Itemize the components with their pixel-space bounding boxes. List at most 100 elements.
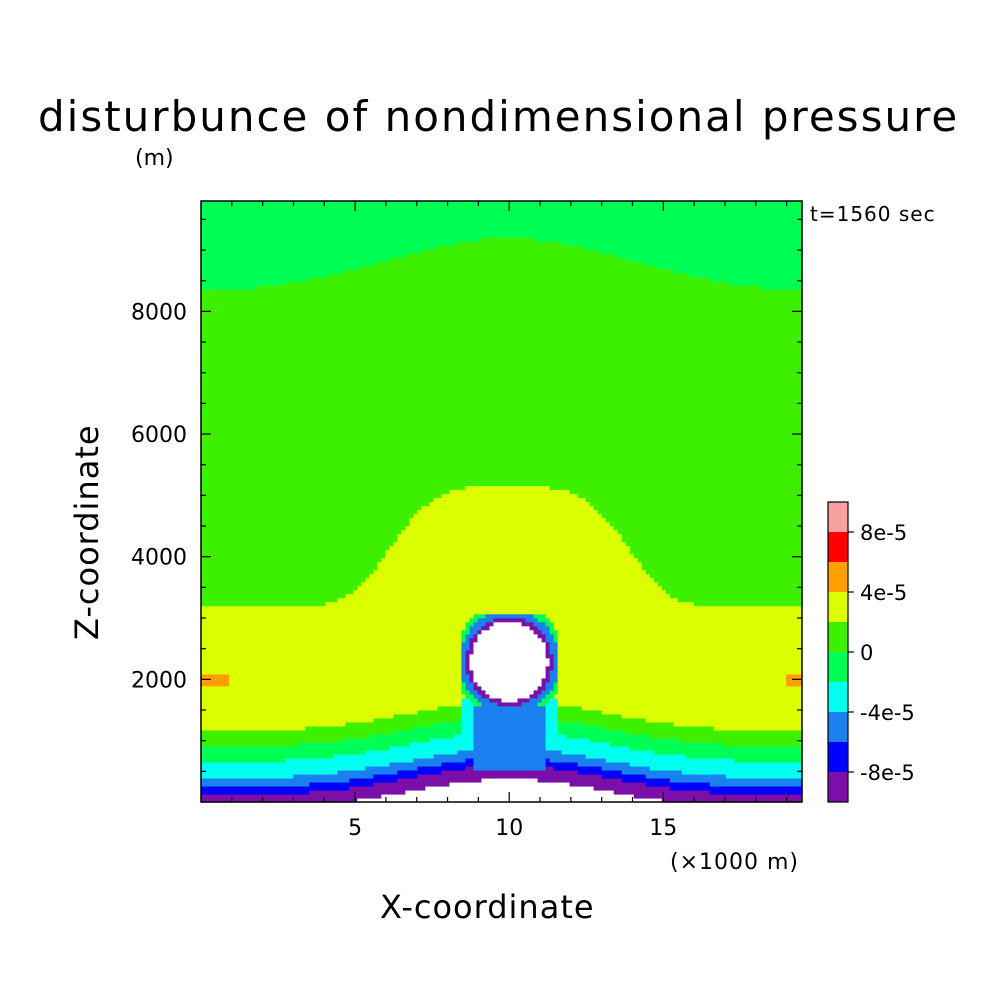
contour-cell xyxy=(457,749,563,755)
contour-cell xyxy=(609,521,803,527)
contour-cell xyxy=(337,597,679,603)
contour-cell xyxy=(549,641,559,647)
contour-cell xyxy=(661,797,803,803)
contour-cell xyxy=(645,773,727,779)
contour-cell xyxy=(557,645,803,651)
contour-cell xyxy=(481,629,535,635)
contour-cell xyxy=(733,757,803,763)
contour-cell xyxy=(201,289,803,294)
contour-cell xyxy=(201,461,803,467)
contour-cell xyxy=(373,717,459,723)
contour-cell xyxy=(201,637,463,643)
contour-cell xyxy=(201,417,803,422)
colorbar-tick-label: 4e-5 xyxy=(860,581,907,605)
contour-cell xyxy=(473,745,547,751)
contour-cell xyxy=(477,689,487,695)
contour-cell xyxy=(465,485,551,491)
contour-cell xyxy=(457,241,563,246)
contour-cell xyxy=(581,245,803,250)
colorbar: -8e-5 -4e-5 0 4e-5 8e-5 xyxy=(827,501,915,803)
contour-cell xyxy=(201,669,463,675)
contour-cell xyxy=(629,761,803,767)
contour-cell xyxy=(469,657,551,663)
contour-cell xyxy=(201,785,350,791)
contour-cell xyxy=(725,773,803,779)
contour-cell xyxy=(345,721,434,727)
contour-cell xyxy=(461,629,471,635)
contour-cell xyxy=(433,497,587,503)
contour-cell xyxy=(545,653,555,659)
contour-cell xyxy=(569,781,647,787)
contour-cell xyxy=(533,629,543,635)
contour-cell xyxy=(201,377,803,382)
contour-field xyxy=(201,201,803,803)
contour-cell xyxy=(625,729,803,735)
contour-cell xyxy=(489,693,531,699)
contour-cell xyxy=(665,589,803,595)
time-label: t=1560 sec xyxy=(810,202,936,226)
contour-cell xyxy=(201,469,803,475)
contour-cell xyxy=(201,433,803,438)
contour-cell xyxy=(641,565,803,571)
contour-cell xyxy=(365,765,418,771)
contour-cell xyxy=(365,577,655,583)
contour-cell xyxy=(649,733,803,739)
contour-cell xyxy=(577,769,623,775)
contour-cell xyxy=(473,713,547,719)
contour-cell xyxy=(201,557,382,563)
contour-cell xyxy=(201,285,258,290)
contour-cell xyxy=(465,649,475,655)
contour-cell xyxy=(201,701,463,707)
contour-cell xyxy=(557,677,787,683)
contour-cell xyxy=(473,709,547,715)
contour-cell xyxy=(549,669,559,675)
contour-cell xyxy=(201,477,803,483)
contour-cell xyxy=(477,637,543,643)
contour-cell xyxy=(421,505,595,511)
contour-cell xyxy=(201,337,803,342)
contour-cell xyxy=(201,313,803,318)
contour-cell xyxy=(549,485,803,491)
contour-cell xyxy=(545,633,555,639)
contour-cell xyxy=(201,413,803,418)
contour-cell xyxy=(529,693,539,699)
x-axis-label: X-coordinate xyxy=(380,888,595,926)
contour-cell xyxy=(585,753,687,759)
contour-cell xyxy=(465,681,475,687)
contour-cell xyxy=(381,793,635,799)
contour-cell xyxy=(469,665,547,671)
contour-cell xyxy=(553,685,559,691)
contour-cell xyxy=(201,401,803,406)
contour-cell xyxy=(201,225,803,230)
contour-cell xyxy=(481,685,539,691)
contour-cell xyxy=(429,501,591,507)
contour-cell xyxy=(669,777,803,783)
contour-cell xyxy=(533,613,547,619)
contour-cell xyxy=(553,637,559,643)
contour-cell xyxy=(553,765,603,771)
contour-cell xyxy=(201,761,390,767)
contour-cell xyxy=(473,757,547,763)
contour-cell xyxy=(653,749,803,755)
contour-cell xyxy=(485,621,495,627)
contour-cell xyxy=(785,673,803,679)
contour-cell xyxy=(537,617,551,623)
contour-cell xyxy=(689,273,803,278)
contour-cell xyxy=(473,729,547,735)
contour-cell xyxy=(201,253,406,258)
contour-cell xyxy=(441,493,579,499)
contour-cell xyxy=(461,725,475,731)
contour-cell xyxy=(613,253,803,258)
contour-cell xyxy=(561,749,655,755)
x-tick-label: 5 xyxy=(348,816,362,841)
contour-cell xyxy=(461,653,467,659)
contour-cell xyxy=(305,725,414,731)
contour-cell xyxy=(601,773,647,779)
contour-cell xyxy=(485,689,535,695)
contour-cell xyxy=(201,441,803,447)
contour-cell xyxy=(201,381,803,386)
contour-cell xyxy=(609,741,723,747)
contour-cell xyxy=(469,625,483,631)
contour-cell xyxy=(201,333,803,338)
contour-cell xyxy=(201,449,803,455)
